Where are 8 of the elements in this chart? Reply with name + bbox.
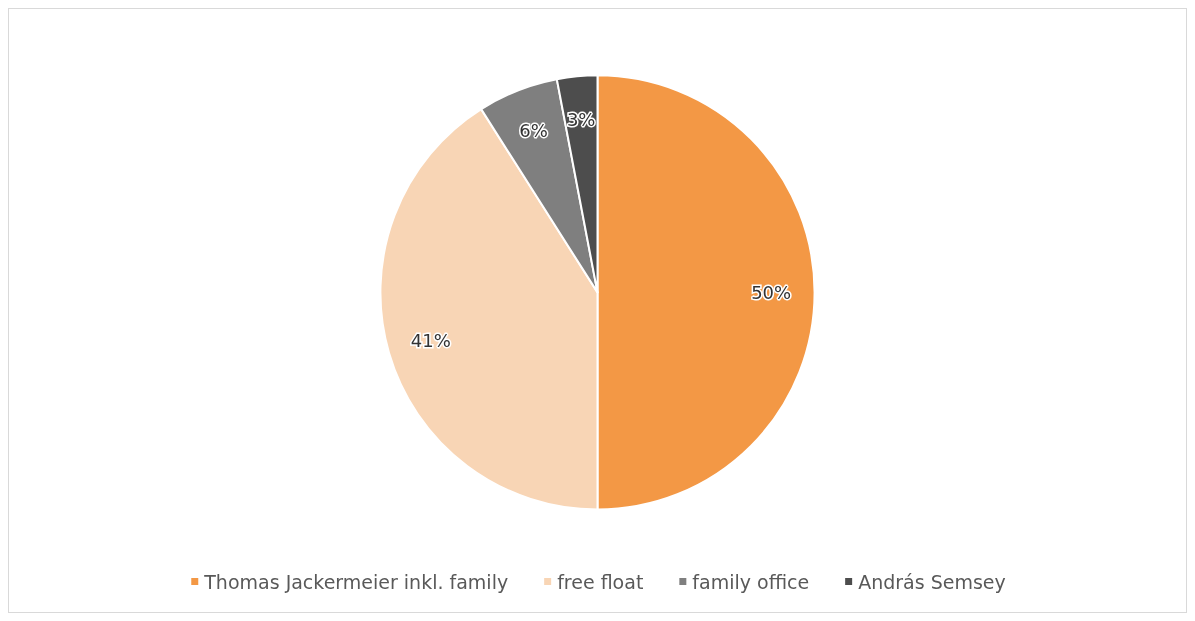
data-label: 50%: [751, 281, 792, 303]
legend-label: Thomas Jackermeier inkl. family: [203, 570, 509, 593]
legend-label: András Semsey: [858, 570, 1006, 593]
data-label: 3%: [566, 109, 596, 131]
legend-label: family office: [692, 570, 810, 593]
legend-label: free float: [557, 570, 644, 593]
data-label: 6%: [519, 120, 548, 142]
data-label: 41%: [410, 330, 451, 352]
